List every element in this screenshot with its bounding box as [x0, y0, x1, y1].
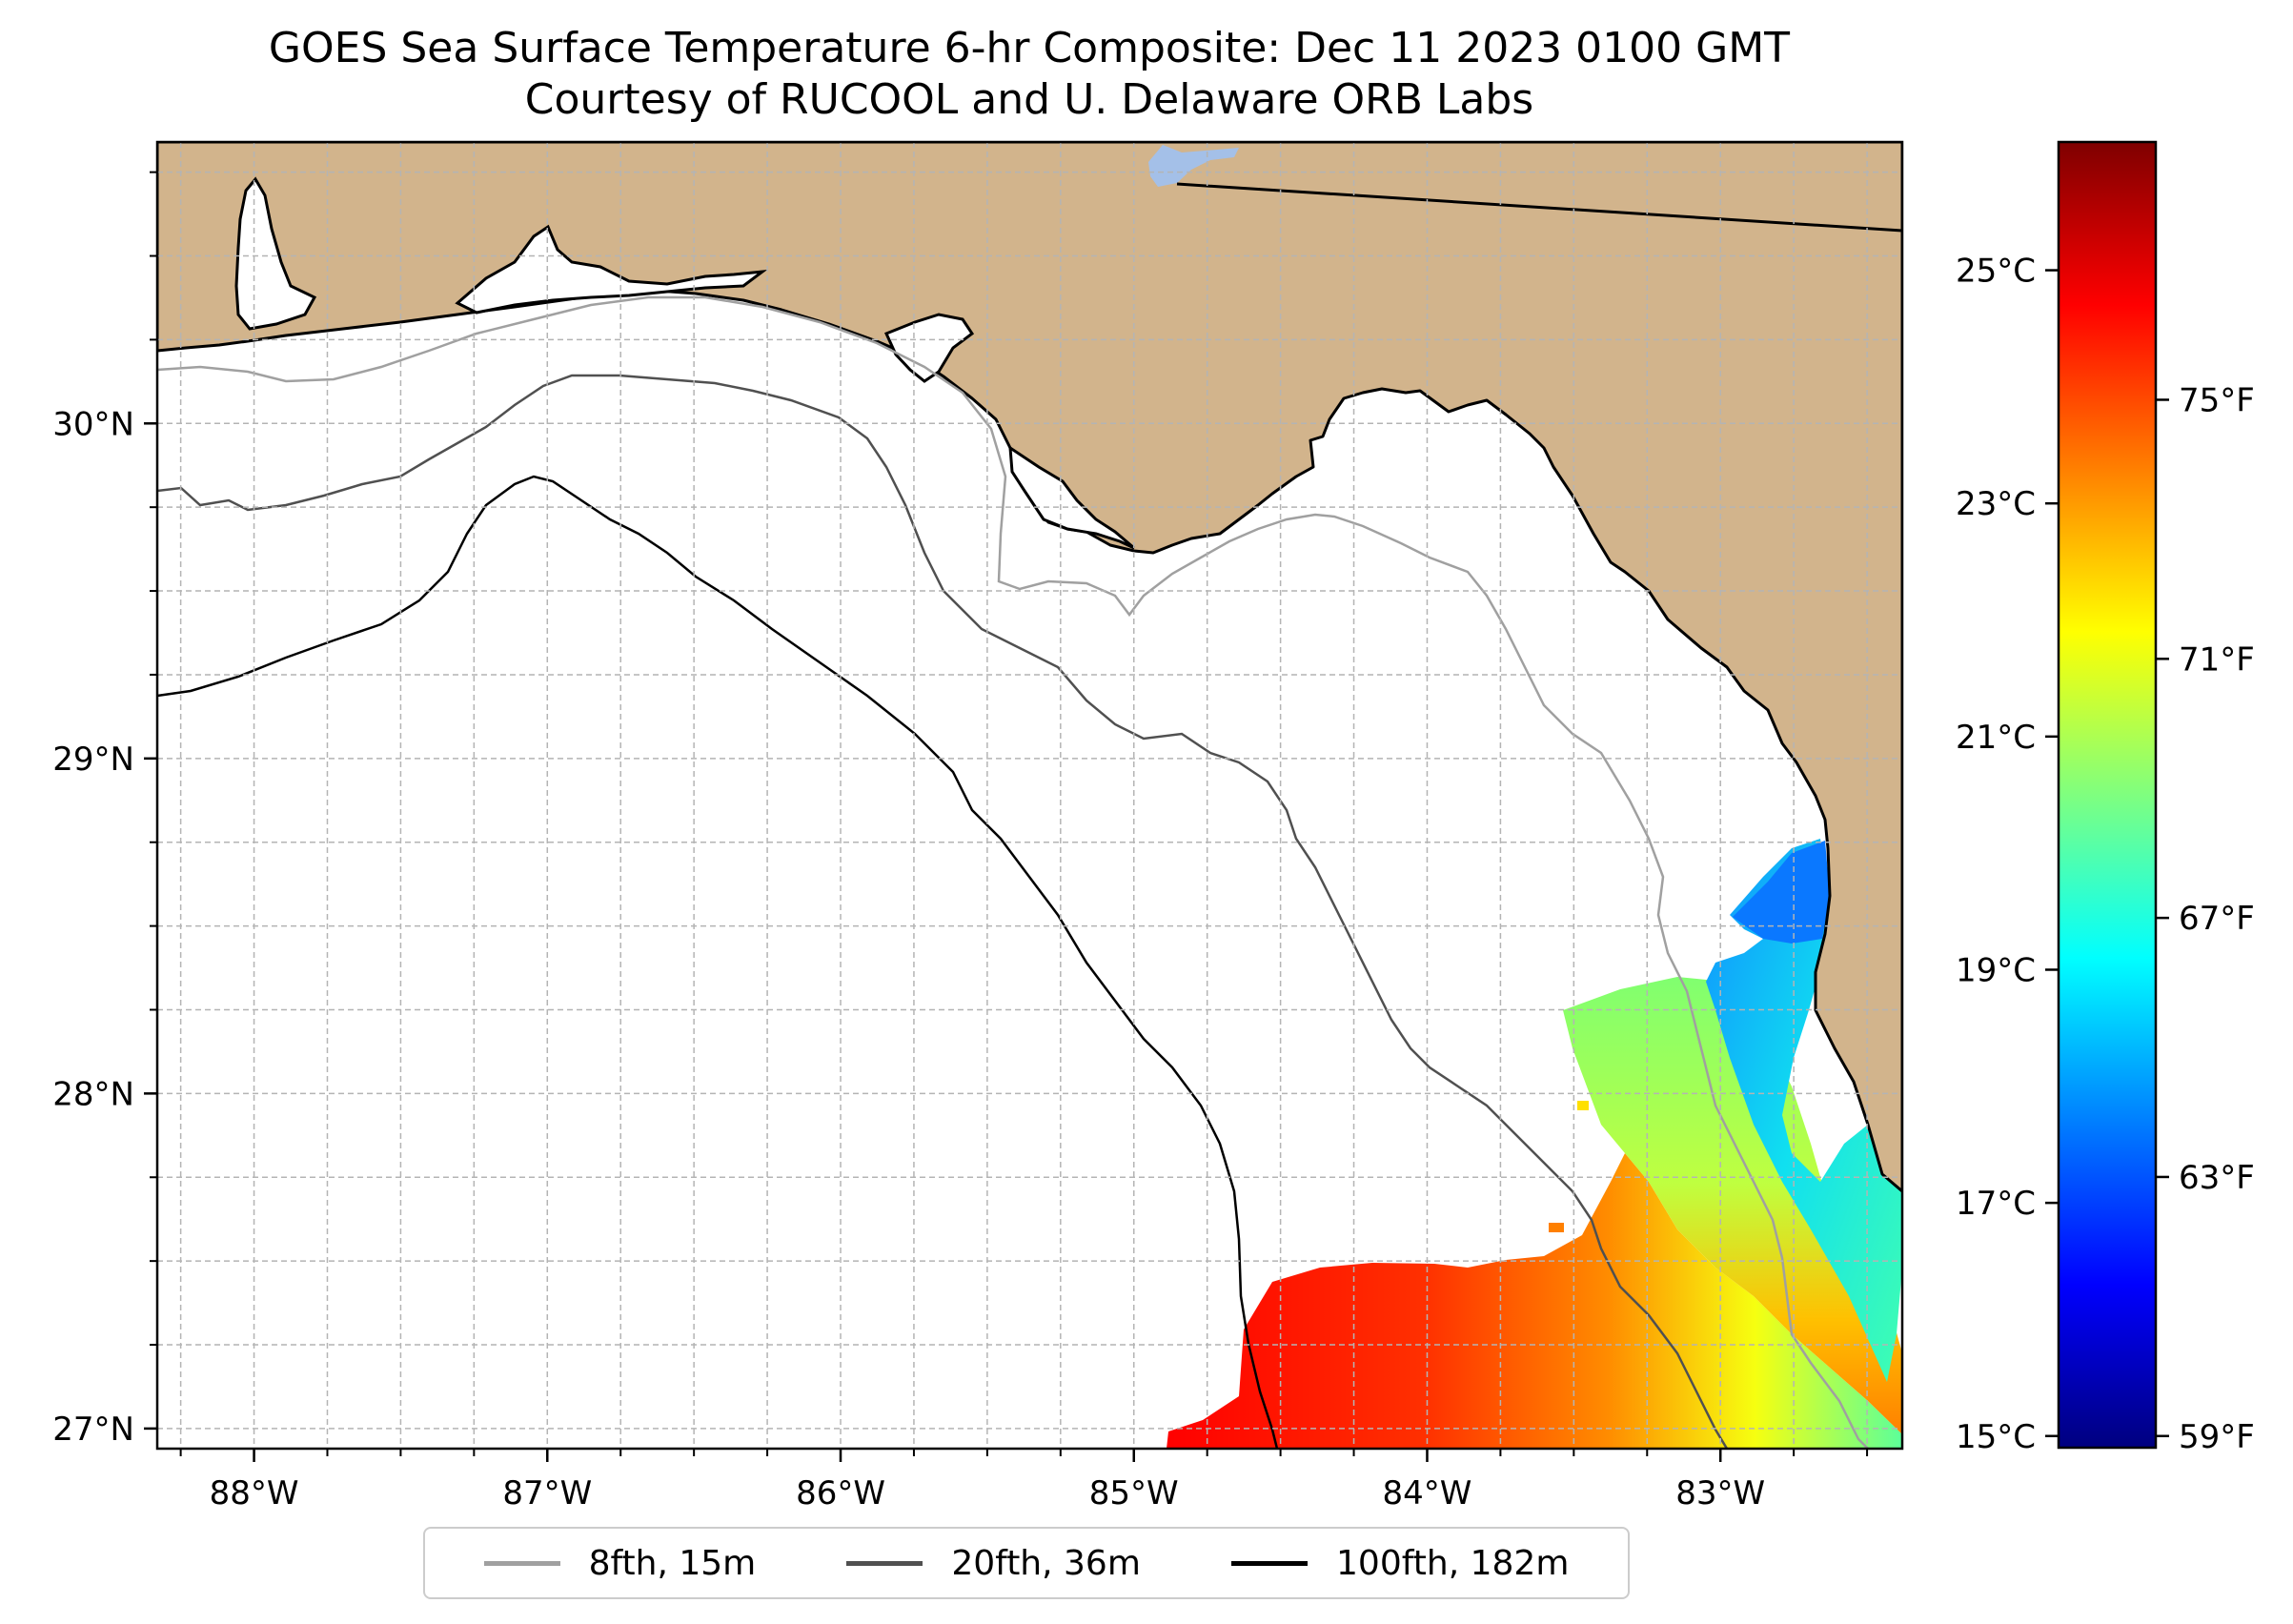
map-area: [157, 142, 1902, 1449]
lat-tick-label: 27°N: [52, 1411, 134, 1449]
sst-warm-region: [1167, 1153, 1902, 1449]
chart-title: GOES Sea Surface Temperature 6-hr Compos…: [268, 24, 1791, 72]
pensacola-bay: [455, 224, 768, 315]
celsius-tick-label: 17°C: [1956, 1185, 2036, 1223]
legend-item-8fth: 8fth, 15m: [483, 1543, 757, 1583]
sst-cool-region: [1706, 839, 1902, 1382]
isobath-20fth: [157, 374, 1729, 1449]
legend-item-20fth: 20fth, 36m: [846, 1544, 1141, 1583]
gridlines: [157, 142, 1902, 1449]
colorbar: 15°C 17°C 19°C 21°C 23°C 25°C 59°F 63°F 67°F 71°F…: [1956, 140, 2255, 1456]
lon-tick-label: 86°W: [796, 1474, 885, 1512]
isobath-100fth: [157, 475, 1279, 1449]
legend-line-20fth: [846, 1560, 923, 1566]
colorbar-axes: 15°C 17°C 19°C 21°C 23°C 25°C 59°F 63°F 67°F 71°F…: [1956, 253, 2255, 1456]
colorbar-gradient: [2059, 142, 2156, 1448]
state-border: [1176, 182, 1902, 233]
fahrenheit-tick-label: 75°F: [2179, 381, 2255, 419]
sst-cold-spot: [1733, 841, 1830, 944]
lon-tick-label: 85°W: [1089, 1474, 1179, 1512]
chart-subtitle: Courtesy of RUCOOL and U. Delaware ORB L…: [524, 75, 1534, 124]
fahrenheit-tick-label: 67°F: [2179, 900, 2255, 938]
legend-line-100fth: [1231, 1560, 1309, 1566]
land-mass: [157, 142, 1902, 1193]
celsius-tick-label: 21°C: [1956, 719, 2036, 757]
fahrenheit-tick-label: 71°F: [2179, 640, 2255, 679]
celsius-tick-label: 23°C: [1956, 485, 2036, 523]
lon-tick-label: 87°W: [502, 1474, 592, 1512]
map-axes: 88°W 87°W 86°W 85°W 84°W 83°W 27°N 28°N 29°N 30°N: [52, 171, 1869, 1512]
lon-tick-label: 88°W: [210, 1474, 299, 1512]
lat-tick-label: 29°N: [52, 741, 134, 779]
apalachicola-bay: [1008, 445, 1135, 550]
mobile-bay: [234, 176, 317, 331]
lon-tick-label: 84°W: [1383, 1474, 1472, 1512]
celsius-tick-label: 25°C: [1956, 253, 2036, 291]
sst-pixel: [1549, 1223, 1564, 1232]
legend-item-100fth: 100fth, 182m: [1231, 1544, 1569, 1583]
sst-pixel: [1577, 1101, 1589, 1110]
celsius-tick-label: 15°C: [1956, 1418, 2036, 1456]
map-frame: [155, 140, 1904, 1451]
legend-line-8fth: [483, 1560, 560, 1566]
fahrenheit-tick-label: 63°F: [2179, 1159, 2255, 1197]
lat-tick-label: 28°N: [52, 1075, 134, 1113]
lake: [1148, 145, 1239, 187]
legend-label-100fth: 100fth, 182m: [1336, 1543, 1570, 1583]
lat-tick-label: 30°N: [52, 405, 134, 443]
legend: 8fth, 15m 20fth, 36m 100fth, 182m: [423, 1527, 1630, 1599]
fahrenheit-tick-label: 59°F: [2179, 1418, 2255, 1456]
lon-tick-label: 83°W: [1675, 1474, 1765, 1512]
legend-label-20fth: 20fth, 36m: [951, 1543, 1141, 1583]
celsius-tick-label: 19°C: [1956, 951, 2036, 989]
legend-label-8fth: 8fth, 15m: [588, 1543, 757, 1583]
st-andrew-bay: [883, 313, 975, 383]
colorbar-frame: [2057, 140, 2158, 1450]
